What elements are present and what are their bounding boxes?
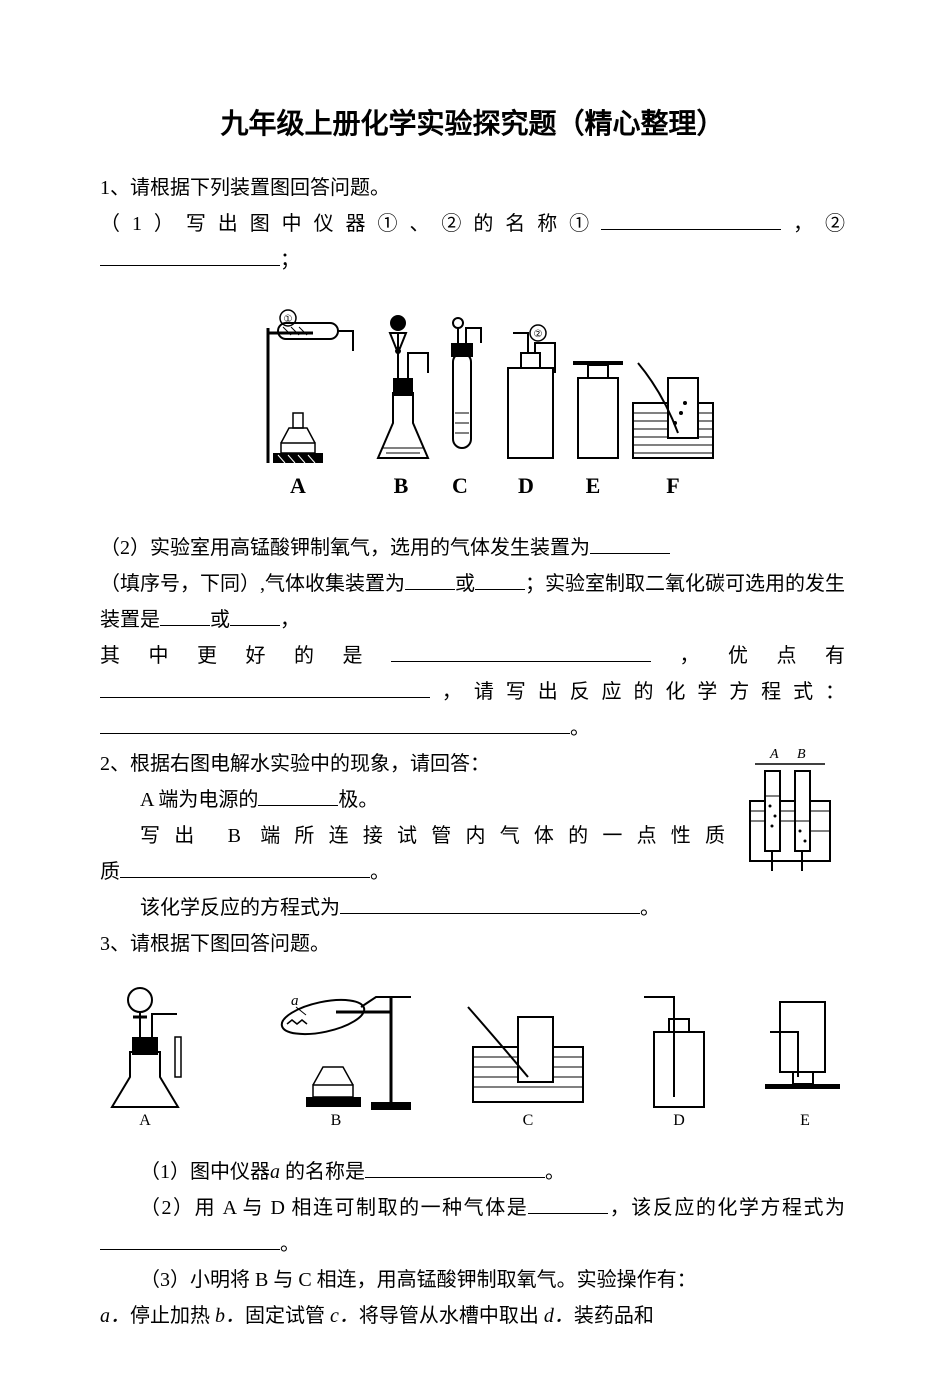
blank xyxy=(160,625,210,626)
blank xyxy=(100,697,430,698)
svg-text:E: E xyxy=(585,473,600,498)
opt-d: d． xyxy=(544,1305,574,1327)
q3-line3: （3）小明将 B 与 C 相连，用高锰酸钾制取氧气。实验操作有： xyxy=(100,1262,845,1298)
opt-b: b． xyxy=(215,1305,245,1327)
svg-text:①: ① xyxy=(283,314,292,325)
t: 。 xyxy=(280,1233,300,1255)
q1-figure: ① xyxy=(100,293,845,515)
blank xyxy=(528,1213,608,1214)
t: 固定试管 xyxy=(245,1305,325,1327)
t: 或 xyxy=(455,573,475,595)
blank xyxy=(100,265,280,266)
page-title: 九年级上册化学实验探究题（精心整理） xyxy=(100,100,845,150)
t: 写出 B 端所连接试管内气体的一点性质 xyxy=(140,825,725,847)
svg-text:a: a xyxy=(291,993,299,1009)
q2-line1: A 端为电源的 极。 xyxy=(100,782,845,818)
blank xyxy=(100,733,570,734)
q2-line2: 写出 B 端所连接试管内气体的一点性质 xyxy=(100,818,845,854)
t: ，请写出反应的化学方程式： xyxy=(430,681,845,703)
q3-intro: 3、请根据下图回答问题。 xyxy=(100,926,845,962)
svg-text:B: B xyxy=(393,473,408,498)
t: 装药品和 xyxy=(574,1305,654,1327)
q2-intro: 2、根据右图电解水实验中的现象，请回答： xyxy=(100,746,845,782)
t: 。 xyxy=(545,1161,565,1183)
svg-text:D: D xyxy=(518,473,534,498)
q1-sub2-d: ，请写出反应的化学方程式： 。 xyxy=(100,674,845,746)
t: （1）图中仪器 xyxy=(140,1161,270,1183)
t: 的名称是 xyxy=(285,1161,365,1183)
opt-a: a． xyxy=(100,1305,130,1327)
q2-figure: A B xyxy=(735,746,845,888)
t: 其中更好的是 xyxy=(100,645,391,667)
q2-line2b: 质。 xyxy=(100,854,845,890)
q1-sub2-c: 其中更好的是 ，优点有 xyxy=(100,638,845,674)
t: ，该反应的化学方程式为 xyxy=(608,1197,845,1219)
q1-sub1-cont: ； xyxy=(100,242,845,278)
q3-figure: A a B C xyxy=(100,977,845,1139)
svg-text:C: C xyxy=(452,473,468,498)
blank xyxy=(365,1177,545,1178)
t: （2）实验室用高锰酸钾制氧气，选用的气体发生装置为 xyxy=(100,537,590,559)
t: ， xyxy=(280,609,300,631)
svg-text:②: ② xyxy=(533,329,542,340)
svg-text:B: B xyxy=(797,747,806,762)
opt-c: c． xyxy=(330,1305,359,1327)
t: 。 xyxy=(370,861,390,883)
svg-text:C: C xyxy=(522,1112,533,1127)
t: ，优点有 xyxy=(651,645,845,667)
blank xyxy=(405,589,455,590)
t: 。 xyxy=(640,897,660,919)
q2-container: A B 2、根据右图电解水实验中的现象，请回答： xyxy=(100,746,845,926)
t: 极。 xyxy=(338,789,378,811)
svg-text:F: F xyxy=(666,473,679,498)
q1-sub1-text-b: ，② xyxy=(781,213,845,235)
blank xyxy=(590,553,670,554)
t: 停止加热 xyxy=(130,1305,210,1327)
q1-intro: 1、请根据下列装置图回答问题。 xyxy=(100,170,845,206)
q1-sub1-text-a: （1）写出图中仪器①、②的名称① xyxy=(100,213,601,235)
blank xyxy=(100,1249,280,1250)
t: （2）用 A 与 D 相连可制取的一种气体是 xyxy=(140,1197,528,1219)
blank xyxy=(601,229,781,230)
t: 。 xyxy=(570,717,590,739)
blank xyxy=(391,661,651,662)
svg-text:B: B xyxy=(331,1112,342,1127)
svg-text:D: D xyxy=(673,1112,685,1127)
q1-sub2: （2）实验室用高锰酸钾制氧气，选用的气体发生装置为 xyxy=(100,530,845,566)
q1-sub2-b: （填序号，下同）,气体收集装置为或；实验室制取二氧化碳可选用的发生装置是或， xyxy=(100,566,845,638)
q3-line2: （2）用 A 与 D 相连可制取的一种气体是 ，该反应的化学方程式为。 xyxy=(100,1190,845,1262)
svg-text:A: A xyxy=(139,1112,151,1127)
svg-text:A: A xyxy=(290,473,306,498)
blank xyxy=(475,589,525,590)
q2-line3: 该化学反应的方程式为 。 xyxy=(100,890,845,926)
t: 将导管从水槽中取出 xyxy=(359,1305,539,1327)
t: A 端为电源的 xyxy=(140,789,258,811)
q3-options: a．停止加热 b．固定试管 c．将导管从水槽中取出 d．装药品和 xyxy=(100,1298,845,1334)
blank xyxy=(120,877,370,878)
q1-sub1-text-c: ； xyxy=(280,249,300,271)
t: 或 xyxy=(210,609,230,631)
q3-line1: （1）图中仪器a 的名称是 。 xyxy=(100,1154,845,1190)
t: （填序号，下同）,气体收集装置为 xyxy=(100,573,405,595)
blank xyxy=(340,913,640,914)
blank xyxy=(258,805,338,806)
t: 该化学反应的方程式为 xyxy=(140,897,340,919)
blank xyxy=(230,625,280,626)
apparatus-a: a xyxy=(270,1161,280,1183)
q1-sub1: （1）写出图中仪器①、②的名称① ，② xyxy=(100,206,845,242)
svg-text:A: A xyxy=(769,747,779,762)
svg-text:E: E xyxy=(800,1112,810,1127)
